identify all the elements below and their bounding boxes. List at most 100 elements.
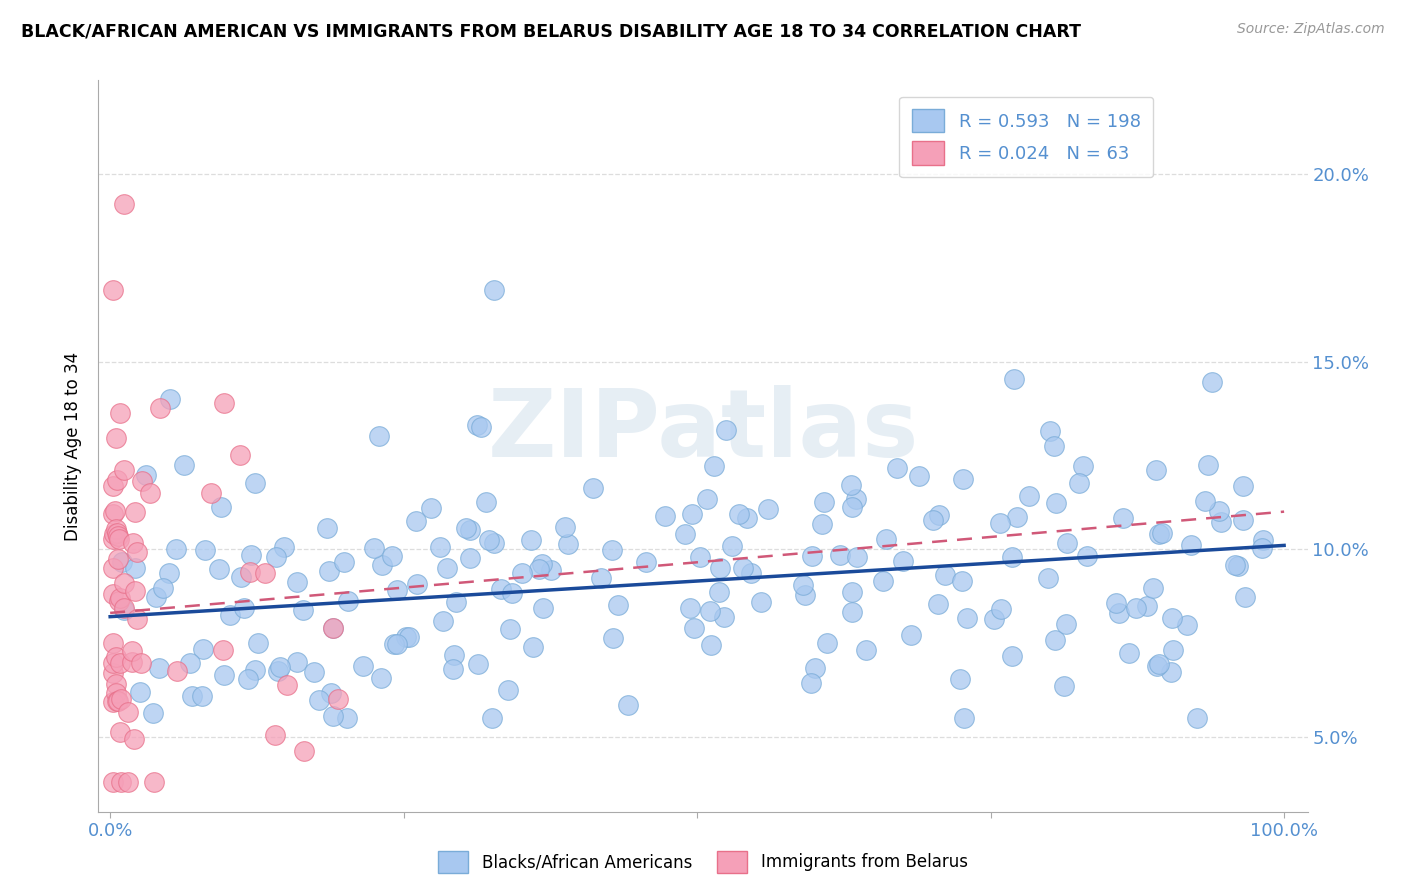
Point bbox=[239, 565, 262, 579]
Point bbox=[103, 527, 125, 541]
Point bbox=[673, 526, 696, 541]
Point bbox=[696, 492, 718, 507]
Point bbox=[145, 590, 167, 604]
Point bbox=[841, 605, 863, 619]
Point bbox=[149, 401, 172, 415]
Point bbox=[1125, 600, 1147, 615]
Point bbox=[1001, 649, 1024, 664]
Point bbox=[735, 511, 758, 525]
Point bbox=[218, 608, 240, 623]
Point bbox=[1160, 610, 1182, 624]
Point bbox=[101, 774, 124, 789]
Point bbox=[830, 549, 852, 563]
Point bbox=[900, 628, 922, 642]
Point bbox=[101, 283, 124, 297]
Point bbox=[533, 600, 555, 615]
Point bbox=[165, 541, 187, 556]
Point bbox=[121, 644, 143, 658]
Point bbox=[1160, 665, 1182, 679]
Point bbox=[319, 686, 342, 700]
Point bbox=[530, 557, 553, 571]
Point bbox=[554, 519, 576, 533]
Point bbox=[1054, 616, 1077, 631]
Point bbox=[254, 566, 277, 580]
Point bbox=[336, 711, 359, 725]
Point bbox=[1073, 459, 1095, 474]
Point bbox=[602, 542, 624, 557]
Point bbox=[1108, 606, 1130, 620]
Point bbox=[267, 664, 290, 678]
Point bbox=[368, 428, 391, 442]
Point bbox=[1144, 463, 1167, 477]
Point bbox=[436, 561, 458, 575]
Point bbox=[104, 522, 127, 536]
Point bbox=[703, 458, 725, 473]
Point bbox=[1197, 458, 1219, 472]
Point bbox=[105, 650, 128, 665]
Point bbox=[689, 549, 711, 564]
Point bbox=[105, 686, 128, 700]
Point bbox=[519, 533, 541, 547]
Point bbox=[124, 731, 146, 746]
Point bbox=[1043, 439, 1066, 453]
Point bbox=[699, 604, 721, 618]
Point bbox=[370, 671, 392, 685]
Point bbox=[264, 550, 287, 565]
Point bbox=[1194, 494, 1216, 508]
Point bbox=[793, 588, 815, 602]
Point bbox=[952, 472, 974, 486]
Point bbox=[707, 584, 730, 599]
Point bbox=[245, 475, 267, 490]
Point bbox=[478, 533, 501, 547]
Point bbox=[510, 566, 533, 581]
Point bbox=[731, 561, 754, 575]
Point bbox=[103, 656, 125, 670]
Point bbox=[443, 648, 465, 662]
Point bbox=[121, 655, 143, 669]
Point bbox=[142, 706, 165, 721]
Point bbox=[276, 678, 298, 692]
Point bbox=[143, 774, 166, 789]
Point bbox=[318, 564, 340, 578]
Point bbox=[841, 584, 863, 599]
Point bbox=[285, 575, 308, 590]
Point bbox=[322, 708, 344, 723]
Point bbox=[212, 667, 235, 681]
Point bbox=[1002, 372, 1025, 386]
Point bbox=[337, 594, 360, 608]
Point bbox=[179, 656, 201, 670]
Point bbox=[395, 630, 418, 644]
Point bbox=[352, 659, 374, 673]
Point bbox=[229, 448, 252, 462]
Point bbox=[591, 571, 613, 585]
Point bbox=[683, 621, 706, 635]
Point bbox=[405, 514, 427, 528]
Point bbox=[124, 584, 146, 599]
Point bbox=[432, 615, 454, 629]
Point bbox=[714, 423, 737, 437]
Point bbox=[934, 568, 956, 582]
Point bbox=[363, 541, 385, 556]
Point bbox=[157, 566, 180, 580]
Point bbox=[124, 505, 146, 519]
Point bbox=[582, 481, 605, 495]
Point bbox=[108, 532, 131, 546]
Point bbox=[110, 774, 132, 789]
Text: Source: ZipAtlas.com: Source: ZipAtlas.com bbox=[1237, 22, 1385, 37]
Point bbox=[557, 537, 579, 551]
Point bbox=[180, 689, 202, 703]
Point bbox=[1234, 590, 1257, 604]
Point bbox=[454, 521, 477, 535]
Point bbox=[101, 695, 124, 709]
Point bbox=[1056, 536, 1078, 550]
Point bbox=[474, 495, 496, 509]
Point bbox=[482, 283, 505, 297]
Point bbox=[101, 478, 124, 492]
Point bbox=[1152, 526, 1174, 541]
Point bbox=[139, 486, 162, 500]
Point bbox=[839, 478, 862, 492]
Point bbox=[1232, 479, 1254, 493]
Point bbox=[1185, 711, 1208, 725]
Point bbox=[444, 595, 467, 609]
Point bbox=[720, 540, 742, 554]
